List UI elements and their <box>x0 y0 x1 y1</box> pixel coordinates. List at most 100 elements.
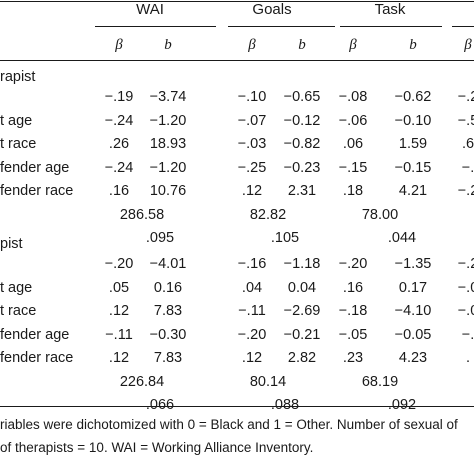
table-cell: .12 <box>241 183 263 199</box>
table-cell: −.20 <box>237 326 267 343</box>
table-cell: .23 <box>342 350 364 366</box>
table-cell: −.11 <box>238 303 266 319</box>
table-cell: 0.17 <box>398 279 428 296</box>
table-cell: −. <box>461 159 474 176</box>
table-cell: 2.31 <box>287 183 317 199</box>
table-cell: −.2 <box>457 89 474 105</box>
table-cell: .05 <box>108 279 130 296</box>
top-rule <box>0 1 474 3</box>
table-cell: −4.01 <box>149 256 187 272</box>
table-cell: −. <box>461 326 474 343</box>
table-note: of therapists = 10. WAI = Working Allian… <box>0 440 314 455</box>
group-underline <box>228 26 335 27</box>
row-label: t age <box>0 279 33 296</box>
table-cell: 0.04 <box>287 279 317 296</box>
table-cell: −.25 <box>237 159 267 176</box>
stat-cell: .044 <box>387 230 417 246</box>
table-cell: 4.23 <box>398 350 428 366</box>
table-cell: 7.83 <box>153 303 183 319</box>
table-cell: −.20 <box>338 256 368 272</box>
stat-cell: .092 <box>387 397 417 413</box>
table-cell: −.11 <box>105 326 133 343</box>
table-cell: .12 <box>108 350 130 366</box>
table-cell: −0.30 <box>149 326 187 343</box>
table-cell: .06 <box>342 136 364 152</box>
row-label: fender race <box>0 183 74 199</box>
table-cell: −0.65 <box>283 89 321 105</box>
header-rule <box>0 60 474 61</box>
table-cell: −.20 <box>104 256 134 272</box>
stat-cell: 80.14 <box>249 373 287 390</box>
table-cell: −1.20 <box>149 112 187 129</box>
table-cell: .16 <box>108 183 130 199</box>
subheader: b <box>409 37 417 53</box>
table-cell: 0.16 <box>153 279 183 296</box>
table-cell: −.05 <box>338 326 368 343</box>
table-cell: −0.15 <box>394 159 432 176</box>
table-cell: −.24 <box>104 112 134 129</box>
table-note: riables were dichotomized with 0 = Black… <box>0 417 458 432</box>
table-cell: −0.05 <box>394 326 432 343</box>
table-cell: .26 <box>108 136 130 152</box>
subheader: β <box>464 37 472 53</box>
subheader: β <box>115 37 123 53</box>
stat-cell: .088 <box>270 397 300 413</box>
stat-cell: .066 <box>145 397 175 413</box>
table-cell: 4.21 <box>398 183 428 199</box>
stat-cell: .105 <box>270 230 300 246</box>
row-label: fender age <box>0 159 70 176</box>
table-cell: 7.83 <box>153 350 183 366</box>
table-cell: −.5 <box>457 112 474 129</box>
table-cell: −1.20 <box>149 159 187 176</box>
table-cell: −1.35 <box>394 256 432 272</box>
table-cell: −.03 <box>237 136 267 152</box>
table-cell: −0.12 <box>283 112 321 129</box>
table-cell: .18 <box>342 183 364 199</box>
bottom-rule <box>0 406 474 407</box>
group-underline <box>95 26 216 27</box>
table-cell: −.19 <box>104 89 134 105</box>
group-header: WAI <box>136 1 164 18</box>
subheader: b <box>164 37 172 53</box>
row-label: fender race <box>0 350 74 366</box>
table-cell: .16 <box>342 279 364 296</box>
table-cell: −2.69 <box>283 303 321 319</box>
table-cell: 1.59 <box>398 136 428 152</box>
table-cell: . <box>465 350 471 366</box>
group-header: Task <box>374 1 406 18</box>
table-cell: −0.23 <box>283 159 321 176</box>
table-cell: −.16 <box>237 256 267 272</box>
table-cell: −0.82 <box>283 136 321 152</box>
table-cell: .12 <box>108 303 130 319</box>
stat-cell: .095 <box>145 230 175 246</box>
table-cell: 2.82 <box>287 350 317 366</box>
table-cell: −1.18 <box>283 256 321 272</box>
row-label: t age <box>0 112 33 129</box>
section-label: rapist <box>0 69 36 85</box>
table-cell: −.18 <box>338 303 368 319</box>
stat-cell: 78.00 <box>361 206 399 223</box>
table-cell: .12 <box>241 350 263 366</box>
subheader: β <box>349 37 357 53</box>
row-label: t race <box>0 303 37 319</box>
table-cell: −.06 <box>338 112 368 129</box>
group-underline <box>452 26 474 27</box>
stat-cell: 226.84 <box>119 373 165 390</box>
subheader: b <box>298 37 306 53</box>
table-cell: −.0 <box>457 279 474 296</box>
table-cell: −.2 <box>457 183 474 199</box>
table-cell: −3.74 <box>149 89 187 105</box>
table-cell: −.08 <box>338 89 368 105</box>
stat-cell: 286.58 <box>119 206 165 223</box>
table-cell: −.10 <box>237 89 267 105</box>
row-label: t race <box>0 136 37 152</box>
section-label: pist <box>0 236 23 252</box>
table-cell: −.2 <box>457 256 474 272</box>
table-cell: −.24 <box>104 159 134 176</box>
table-cell: −0.62 <box>394 89 432 105</box>
table-cell: −.0 <box>457 303 474 319</box>
table-cell: −0.10 <box>394 112 432 129</box>
table-cell: −4.10 <box>394 303 432 319</box>
row-label: fender age <box>0 326 70 343</box>
table-cell: 18.93 <box>149 136 187 152</box>
